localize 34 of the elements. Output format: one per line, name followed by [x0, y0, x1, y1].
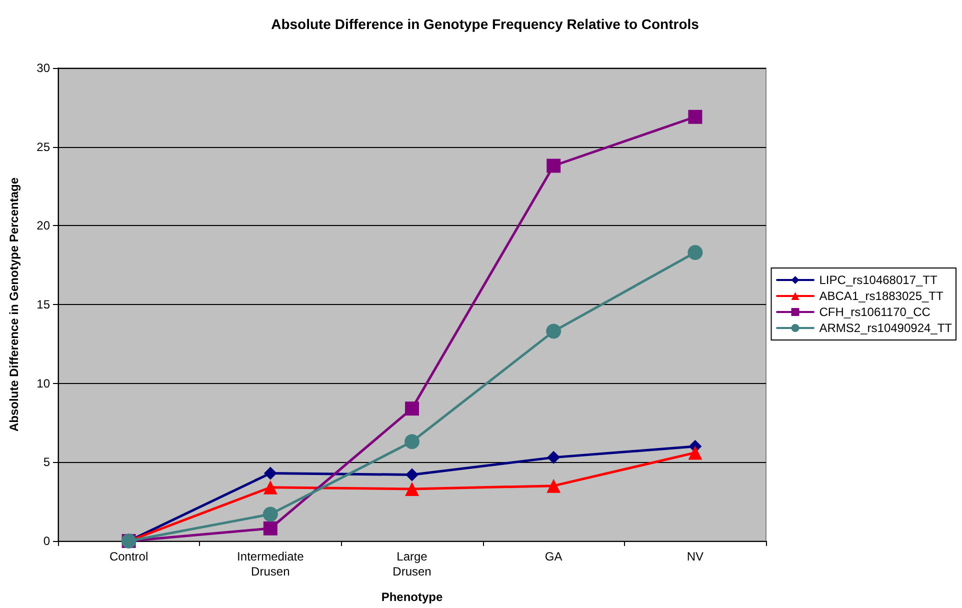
point [406, 468, 418, 482]
x-axis-title: Phenotype [381, 590, 443, 604]
chart-title: Absolute Difference in Genotype Frequency Relative to Controls [271, 16, 700, 32]
legend-label: ARMS2_rs10490924_TT [819, 321, 953, 335]
point [547, 450, 560, 464]
y-axis-title: Absolute Difference in Genotype Percentage [7, 177, 21, 432]
point [546, 478, 561, 493]
legend-label: LIPC_rs10468017_TT [819, 273, 938, 287]
point [688, 110, 702, 124]
x-tick-label: GA [544, 550, 562, 564]
point [264, 466, 277, 480]
point [688, 244, 703, 260]
point [404, 434, 420, 450]
y-tick-label: 30 [36, 61, 50, 75]
point [546, 158, 561, 173]
x-tick-label: Control [109, 550, 148, 564]
y-tick-label: 5 [43, 455, 50, 470]
x-tick-label: Intermediate Drusen [237, 550, 304, 578]
point [263, 521, 278, 536]
x-tick-label: Large Drusen [392, 550, 432, 578]
point [263, 480, 278, 494]
x-tick-label: NV [686, 550, 704, 564]
point [262, 506, 278, 522]
legend-label: ABCA1_rs1883025_TT [819, 289, 944, 303]
point [405, 482, 419, 496]
point [688, 446, 702, 460]
y-tick-label: 20 [36, 218, 50, 233]
point [405, 402, 419, 416]
point [546, 324, 562, 339]
y-tick-label: 0 [43, 534, 50, 548]
legend-label: CFH_rs1061170_CC [819, 305, 931, 319]
y-tick-label: 10 [36, 376, 50, 390]
y-tick-label: 25 [36, 140, 50, 154]
y-tick-label: 15 [36, 298, 50, 312]
